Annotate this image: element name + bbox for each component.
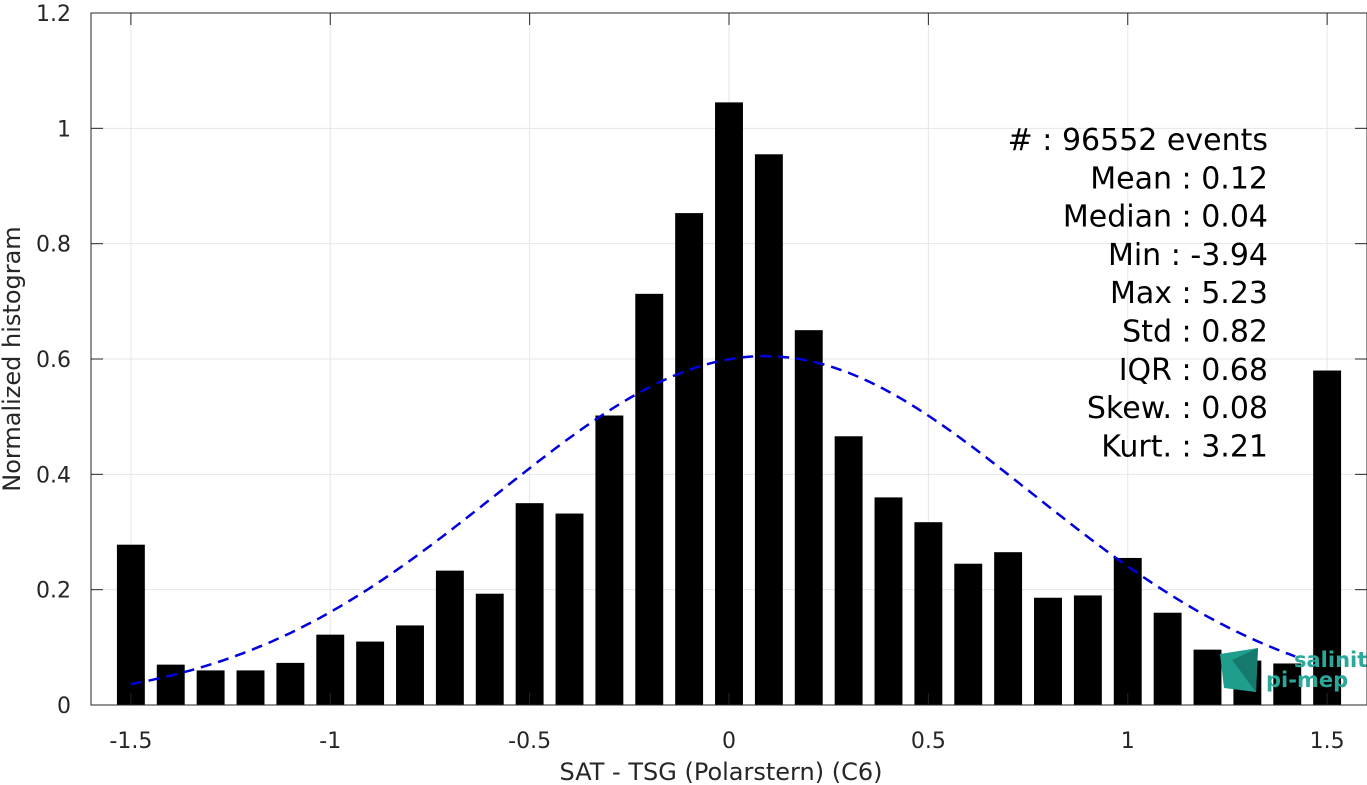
y-tick-label: 1.2 [36,2,71,27]
histogram-bar [236,670,265,705]
x-tick-label: 1.5 [1310,729,1345,754]
stat-line: Skew. : 0.08 [1087,391,1268,426]
y-tick-label: 0 [57,694,71,719]
histogram-bar [196,670,225,705]
histogram-bar [954,563,983,705]
stat-line: IQR : 0.68 [1119,353,1268,388]
histogram-bar [435,570,464,705]
histogram-bar [1193,649,1222,705]
x-axis-label: SAT - TSG (Polarstern) (C6) [560,758,883,785]
histogram-bar [675,213,704,705]
histogram-bar [356,641,385,705]
histogram-bar [1153,612,1182,705]
stat-line: Mean : 0.12 [1090,161,1268,196]
stat-line: Min : -3.94 [1108,238,1268,273]
histogram-bar [1273,663,1302,705]
histogram-bar [595,415,624,705]
logo-line2: pi-mep [1266,668,1348,692]
histogram-bar [754,154,783,706]
histogram-bar [555,513,584,705]
histogram-bar [994,552,1023,705]
stat-line: Kurt. : 3.21 [1101,429,1268,464]
x-tick-label: -1.5 [109,729,152,754]
salinity-pimep-logo: salinity pi-mep [1220,648,1367,692]
histogram-bar [1073,595,1102,705]
histogram-bar [914,522,943,705]
histogram-bar [515,503,544,705]
logo-line1: salinity [1294,648,1367,672]
stat-line: # : 96552 events [1008,123,1268,158]
histogram-bar [475,593,504,705]
y-tick-label: 0.4 [36,463,71,488]
x-tick-label: -0.5 [508,729,551,754]
histogram-bar [156,664,185,705]
histogram-bar [396,625,424,705]
x-axis-ticks: -1.5 -1 -0.5 0 0.5 1 1.5 [109,13,1345,754]
stat-line: Median : 0.04 [1063,200,1268,235]
histogram-bar [715,102,743,706]
histogram-bar [635,293,664,705]
y-axis-ticks: 0 0.2 0.4 0.6 0.8 1 1.2 [36,2,1367,719]
histogram-bars [116,102,1342,706]
histogram-bar [1034,597,1062,705]
histogram-bar [874,497,903,705]
histogram-bar [1113,557,1142,705]
histogram-bar [276,662,305,705]
stat-line: Max : 5.23 [1110,276,1268,311]
x-tick-label: 0 [722,729,736,754]
histogram-bar [1313,370,1342,705]
x-tick-label: 1 [1121,729,1135,754]
normal-fit-curve [130,354,1296,686]
y-tick-label: 1 [57,117,71,142]
stat-line: Std : 0.82 [1122,315,1268,350]
y-tick-label: 0.8 [36,233,71,258]
y-tick-label: 0.2 [36,579,71,604]
histogram-bar [794,330,823,705]
y-tick-label: 0.6 [36,348,71,373]
histogram-bar [834,436,863,705]
x-tick-label: -1 [319,729,341,754]
histogram-bar [116,544,145,705]
y-axis-label: Normalized histogram [0,226,26,491]
x-tick-label: 0.5 [911,729,946,754]
